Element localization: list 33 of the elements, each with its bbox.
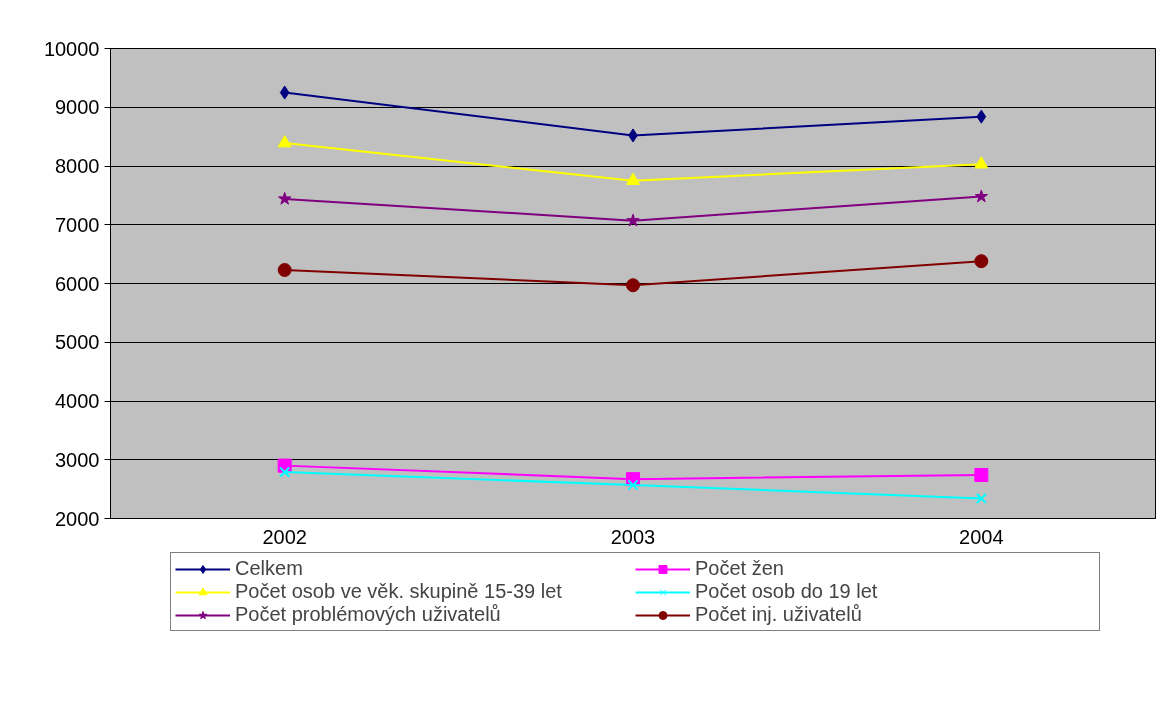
point bbox=[277, 263, 292, 277]
legend-label: Počet osob ve věk. skupině 15-39 let bbox=[235, 580, 563, 603]
point bbox=[974, 468, 989, 483]
x-tick-label: 2002 bbox=[262, 525, 307, 548]
y-tick-label: 5000 bbox=[55, 331, 100, 354]
point bbox=[975, 492, 987, 505]
legend-label: Počet problémových uživatelů bbox=[235, 603, 502, 626]
y-tick-label: 3000 bbox=[55, 448, 100, 471]
y-tick-label: 9000 bbox=[55, 96, 100, 119]
legend-label: Počet žen bbox=[695, 557, 785, 580]
legend-label: Počet osob do 19 let bbox=[695, 580, 879, 603]
y-tick-label: 10000 bbox=[43, 37, 100, 60]
y-tick-label: 6000 bbox=[55, 272, 100, 295]
point bbox=[277, 135, 292, 148]
point bbox=[974, 254, 989, 269]
point bbox=[626, 278, 640, 293]
y-tick-label: 7000 bbox=[55, 213, 100, 236]
point bbox=[974, 189, 989, 203]
point bbox=[626, 213, 640, 227]
x-tick-label: 2004 bbox=[959, 525, 1004, 548]
legend-label: Celkem bbox=[235, 557, 304, 580]
point bbox=[626, 172, 640, 185]
point bbox=[974, 156, 989, 169]
y-tick-label: 2000 bbox=[55, 507, 100, 530]
y-tick-label: 4000 bbox=[55, 390, 100, 412]
point bbox=[627, 479, 639, 491]
y-tick-label: 8000 bbox=[55, 155, 100, 177]
point bbox=[279, 466, 291, 478]
point bbox=[976, 109, 987, 124]
point bbox=[279, 85, 290, 100]
legend-label: Počet inj. uživatelů bbox=[695, 603, 863, 626]
x-tick-label: 2003 bbox=[610, 525, 656, 548]
point bbox=[277, 191, 292, 205]
